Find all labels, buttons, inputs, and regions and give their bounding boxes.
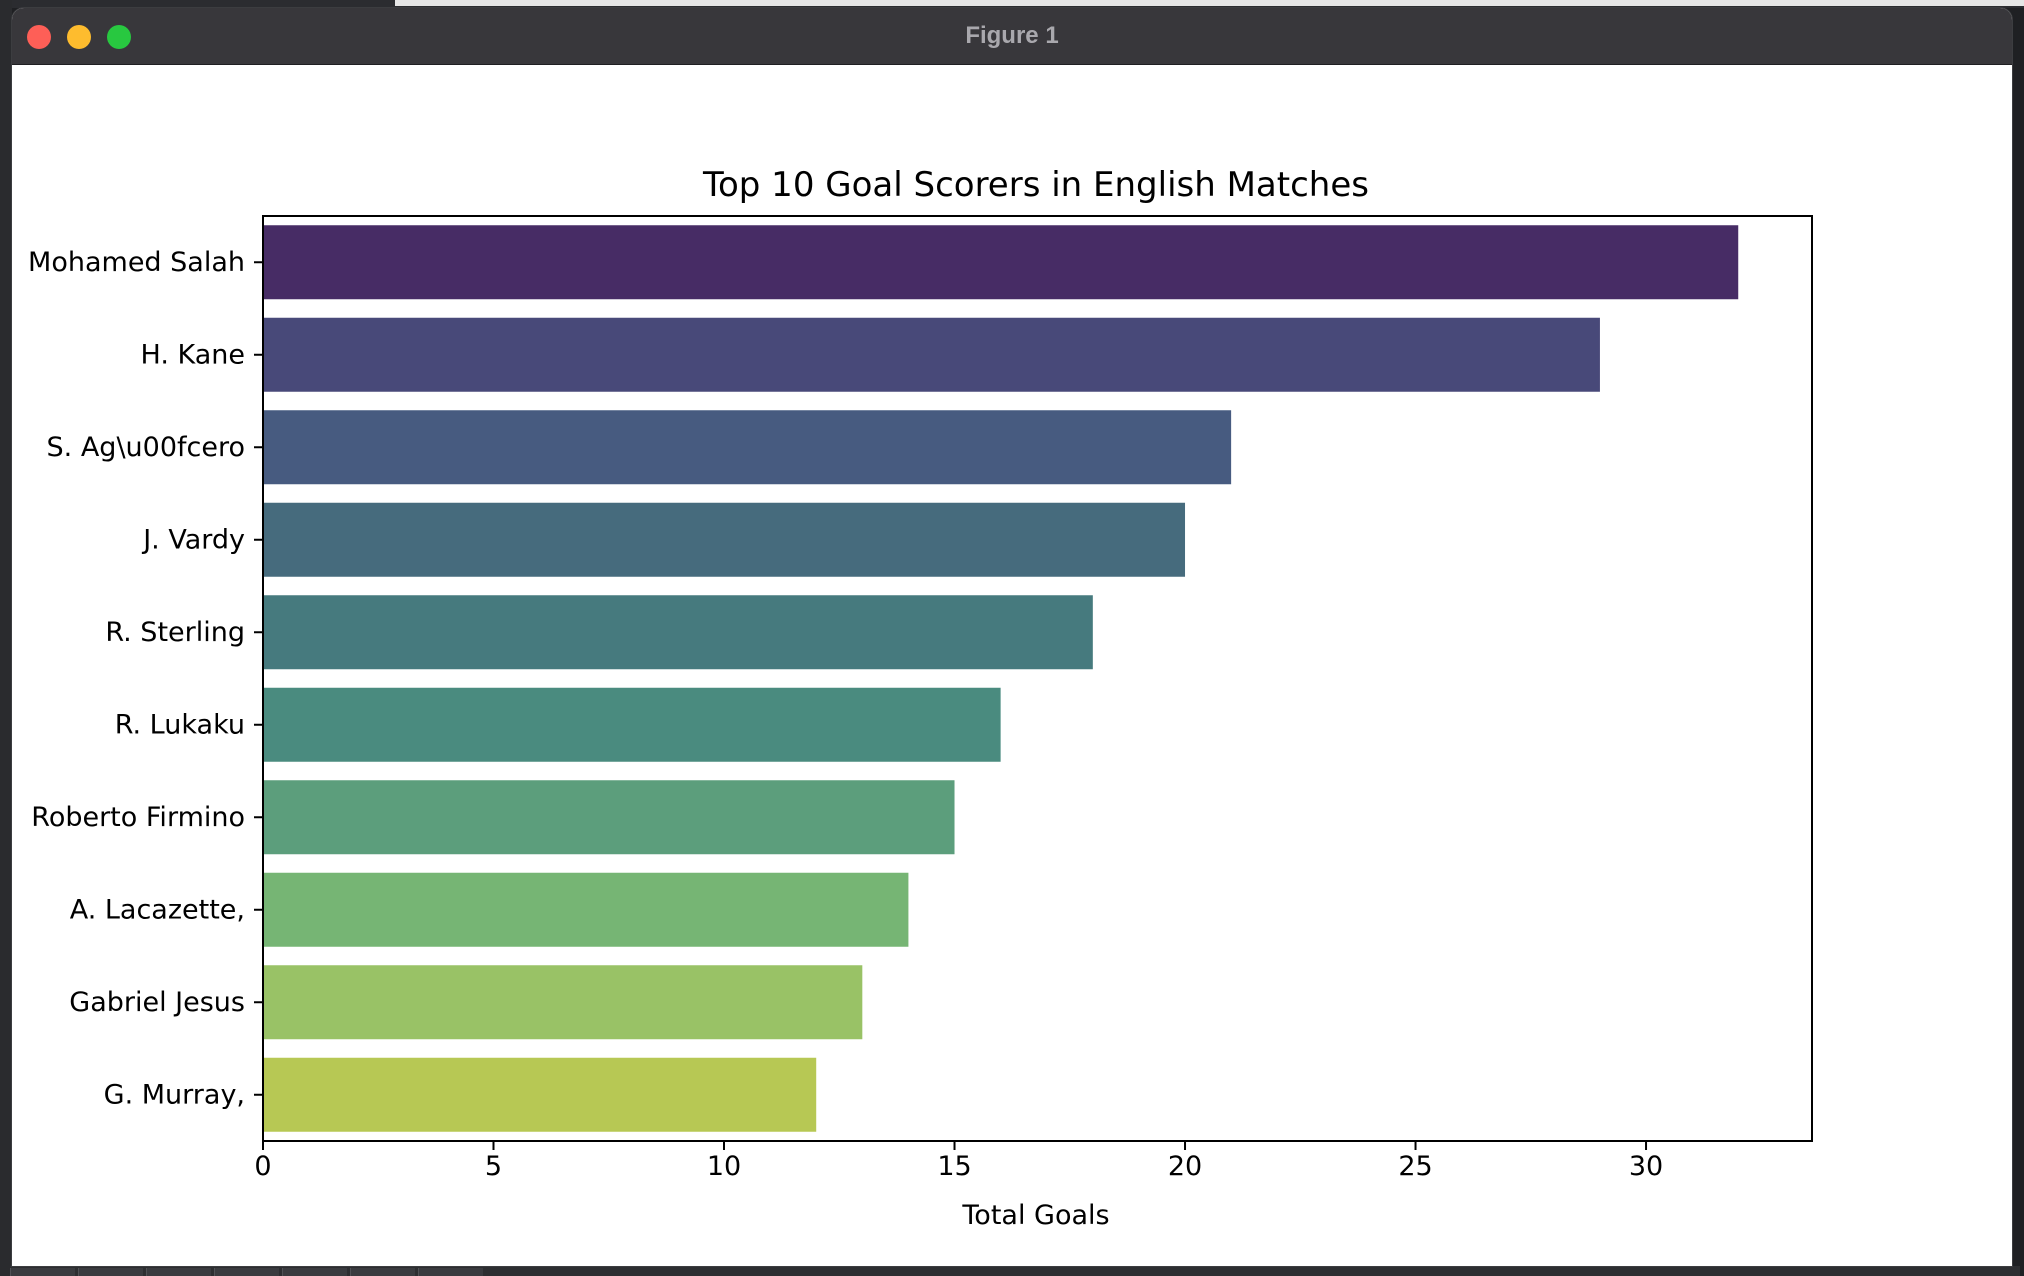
plot-area: Top 10 Goal Scorers in English Matches M…	[12, 64, 2012, 1266]
y-tick-label: Roberto Firmino	[31, 802, 245, 833]
y-tick-label: J. Vardy	[141, 524, 245, 555]
y-axis: Mohamed Salah H. Kane S. Ag\u00fcero J. Var…	[28, 247, 263, 1110]
background-window-edge	[395, 0, 2024, 6]
y-tick-label: Mohamed Salah	[28, 247, 245, 278]
y-tick-label: Gabriel Jesus	[69, 987, 245, 1018]
bar-3	[263, 502, 1186, 577]
y-tick-label: H. Kane	[141, 339, 246, 370]
y-tick-label: A. Lacazette,	[70, 894, 245, 925]
close-window-button[interactable]	[27, 25, 51, 49]
x-tick-label: 20	[1168, 1151, 1202, 1182]
background-tab	[146, 1268, 211, 1276]
x-tick-label: 15	[937, 1151, 971, 1182]
bar-1	[263, 317, 1600, 392]
axes-frame	[262, 215, 1813, 1142]
bar-7	[263, 872, 909, 947]
background-tab	[350, 1268, 415, 1276]
x-tick-label: 10	[707, 1151, 741, 1182]
background-tab	[10, 1268, 75, 1276]
y-tick-label: S. Ag\u00fcero	[47, 432, 245, 463]
x-axis-label: Total Goals	[961, 1200, 1109, 1231]
background-tab	[418, 1268, 483, 1276]
background-tab	[78, 1268, 143, 1276]
y-tick-label: G. Murray,	[104, 1079, 245, 1110]
bars-group	[263, 225, 1739, 1132]
background-tab	[214, 1268, 279, 1276]
background-tab	[282, 1268, 347, 1276]
window-title: Figure 1	[965, 22, 1059, 49]
title-bar[interactable]: Figure 1	[12, 8, 2012, 65]
x-tick-label: 5	[485, 1151, 502, 1182]
bar-6	[263, 780, 955, 855]
zoom-window-button[interactable]	[107, 25, 131, 49]
bar-chart: Top 10 Goal Scorers in English Matches M…	[28, 165, 1813, 1231]
minimize-window-button[interactable]	[67, 25, 91, 49]
bar-4	[263, 595, 1093, 670]
y-tick-label: R. Lukaku	[115, 709, 245, 740]
background-editor-strip	[0, 0, 12, 1276]
x-tick-label: 25	[1398, 1151, 1432, 1182]
bar-2	[263, 410, 1232, 485]
bar-5	[263, 687, 1001, 762]
bar-8	[263, 965, 863, 1040]
background-tab-strip	[10, 1266, 2020, 1276]
figure-window: Figure 1 Top 10 Goal Scorers in English …	[12, 8, 2012, 1266]
bar-0	[263, 225, 1739, 300]
y-tick-label: R. Sterling	[105, 617, 245, 648]
x-tick-label: 0	[254, 1151, 271, 1182]
x-tick-label: 30	[1629, 1151, 1663, 1182]
bar-9	[263, 1057, 817, 1132]
x-axis: 0 5 10 15 20 25 30	[254, 1141, 1663, 1182]
chart-title: Top 10 Goal Scorers in English Matches	[702, 165, 1369, 205]
